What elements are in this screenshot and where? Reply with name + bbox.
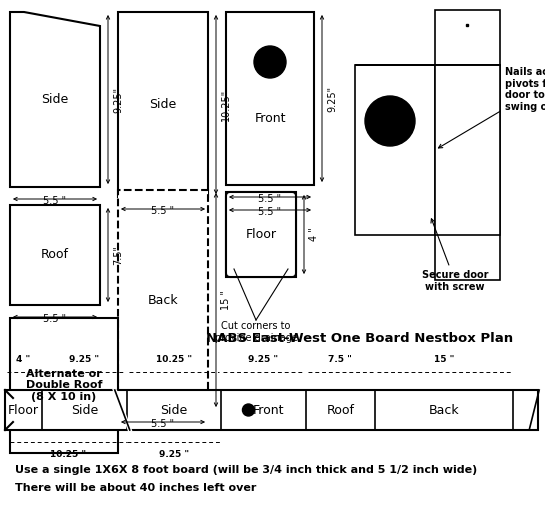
Bar — [226, 12, 314, 185]
Text: Roof: Roof — [326, 403, 354, 417]
Text: 5.5 ": 5.5 " — [44, 314, 66, 324]
Text: 9.25": 9.25" — [113, 86, 123, 113]
Circle shape — [365, 96, 415, 146]
Circle shape — [254, 46, 286, 78]
Bar — [10, 205, 100, 305]
Text: NABS East-West One Board Nestbox Plan: NABS East-West One Board Nestbox Plan — [207, 331, 513, 345]
Text: Nails act as
pivots for
door to
swing open: Nails act as pivots for door to swing op… — [439, 67, 545, 148]
Text: 9.25": 9.25" — [327, 85, 337, 112]
Text: 7.5 ": 7.5 " — [329, 355, 353, 364]
Text: 5.5 ": 5.5 " — [258, 194, 282, 204]
Bar — [5, 390, 538, 430]
Text: 9.25 ": 9.25 " — [69, 355, 99, 364]
Text: Alternate or
Double Roof
(8 X 10 in): Alternate or Double Roof (8 X 10 in) — [26, 369, 102, 402]
Text: 4 ": 4 " — [309, 228, 319, 241]
Bar — [10, 318, 118, 453]
Text: 5.5 ": 5.5 " — [152, 206, 174, 216]
Text: 9.25 ": 9.25 " — [249, 355, 278, 364]
Text: 5.5 ": 5.5 " — [258, 207, 282, 217]
Circle shape — [243, 404, 255, 416]
Bar — [355, 65, 435, 235]
Text: Side: Side — [71, 403, 98, 417]
Polygon shape — [10, 12, 100, 187]
Bar — [435, 10, 500, 280]
FancyBboxPatch shape — [226, 192, 296, 277]
Text: Use a single 1X6X 8 foot board (will be 3/4 inch thick and 5 1/2 inch wide): Use a single 1X6X 8 foot board (will be … — [15, 465, 477, 475]
Text: 9.25 ": 9.25 " — [159, 450, 189, 459]
Text: 4 ": 4 " — [16, 355, 31, 364]
Bar — [226, 192, 296, 277]
Text: Back: Back — [428, 403, 459, 417]
Text: 7.5": 7.5" — [113, 245, 123, 265]
Text: 5.5 ": 5.5 " — [152, 419, 174, 429]
Text: 5.5 ": 5.5 " — [44, 196, 66, 206]
Text: 10.25 ": 10.25 " — [156, 355, 192, 364]
Text: Side: Side — [160, 403, 187, 417]
Text: Secure door
with screw: Secure door with screw — [422, 219, 488, 292]
Text: Side: Side — [149, 98, 177, 111]
Text: 10.25": 10.25" — [221, 88, 231, 120]
Bar — [118, 12, 208, 197]
Text: Cut corners to
provide drainage: Cut corners to provide drainage — [215, 321, 298, 343]
Text: Front: Front — [255, 112, 286, 125]
Text: Roof: Roof — [41, 248, 69, 261]
Text: Front: Front — [253, 403, 284, 417]
Text: 15 ": 15 " — [221, 290, 231, 310]
Text: 15 ": 15 " — [434, 355, 454, 364]
Polygon shape — [435, 65, 500, 235]
Text: Floor: Floor — [8, 403, 39, 417]
Text: There will be about 40 inches left over: There will be about 40 inches left over — [15, 483, 256, 493]
Text: Floor: Floor — [245, 228, 276, 241]
Bar — [118, 190, 208, 410]
Text: 10.25 ": 10.25 " — [50, 450, 86, 459]
Text: Side: Side — [41, 93, 69, 106]
Text: Back: Back — [148, 294, 178, 307]
